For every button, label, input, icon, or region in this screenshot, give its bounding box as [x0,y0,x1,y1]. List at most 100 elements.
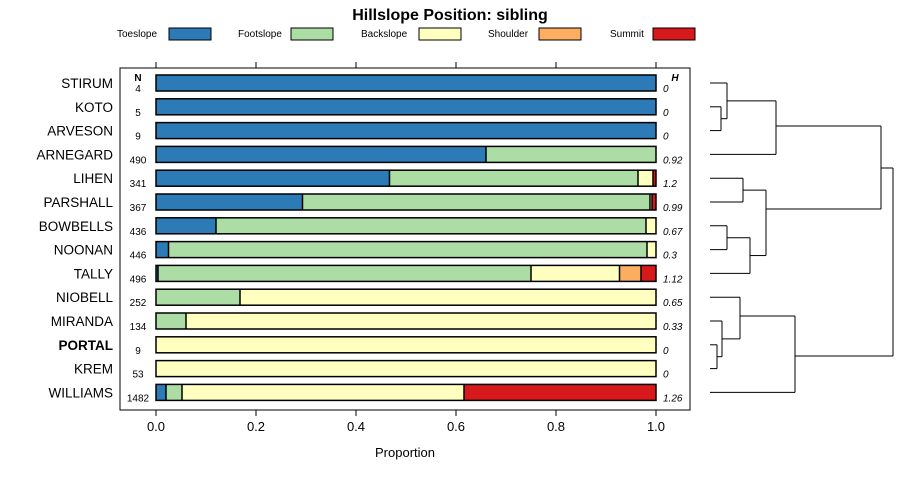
row-label-arveson: ARVESON [47,124,113,139]
row-h-koto: 0 [663,108,669,119]
bar-segment-koto-toeslope [156,98,656,115]
x-tick-label-2: 0.4 [347,419,365,434]
row-labels: STIRUM 4 0 KOTO 5 0 ARVESON 9 0 ARNEGARD 490 0.92 LI… [36,76,682,404]
bar-segment-tally-shoulder [619,265,641,282]
bar-outline-niobell [155,288,657,306]
bar-segment-noonan-footslope [168,241,647,258]
legend-label-footslope: Footslope [238,29,282,40]
bar-segment-stirum-toeslope [156,75,656,91]
bar-outline-tally [155,264,657,283]
row-h-krem: 0 [663,370,669,381]
bar-segment-tally-toeslope [156,265,158,282]
bar-segment-lihen-footslope [389,170,638,187]
h-column-header: H [671,73,679,84]
bar-outline-parshall [155,193,657,211]
row-h-stirum: 0 [663,84,669,95]
row-label-niobell: NIOBELL [56,290,114,305]
x-axis-label: Proportion [375,445,435,460]
row-h-noonan: 0.3 [663,251,677,262]
stacked-bars [155,74,657,402]
row-count-koto: 5 [135,108,141,119]
bar-outline-krem [155,359,657,378]
legend-label-toeslope: Toeslope [117,29,157,40]
bar-outline-arveson [155,121,657,140]
row-label-stirum: STIRUM [61,76,113,91]
top-axis-ticks [155,62,657,68]
bar-outline-stirum [155,74,657,92]
row-count-niobell: 252 [130,298,147,309]
legend-swatch-backslope [418,27,462,41]
bar-outline-lihen [155,169,657,187]
row-count-tally: 496 [130,274,147,285]
legend-swatch-summit [652,27,696,41]
count-column-header: N [134,73,141,84]
row-label-koto: KOTO [75,100,113,115]
legend-label-summit: Summit [610,29,644,40]
bar-segment-niobell-footslope [156,289,240,306]
legend-swatch-toeslope [168,27,212,41]
bar-segment-tally-summit [641,265,656,282]
row-count-noonan: 446 [130,251,147,262]
bar-outline-williams [155,383,657,402]
bar-outline-portal [155,336,657,354]
bar-outline-arnegard [155,145,657,164]
plot-panel [119,67,691,411]
row-label-arnegard: ARNEGARD [36,147,113,162]
row-label-portal: PORTAL [59,338,114,353]
bar-segment-arveson-toeslope [156,122,656,139]
row-h-tally: 1.12 [663,274,683,285]
row-label-miranda: MIRANDA [51,314,113,329]
legend-label-shoulder: Shoulder [488,29,529,40]
row-label-williams: WILLIAMS [48,385,113,400]
row-h-portal: 0 [663,346,669,357]
bar-segment-parshall-footslope [302,194,650,210]
bar-segment-niobell-backslope [240,289,656,306]
bar-segment-williams-backslope [182,384,464,401]
x-tick-label-4: 0.8 [547,419,565,434]
row-label-tally: TALLY [74,266,113,281]
row-h-niobell: 0.65 [663,298,683,309]
row-count-krem: 53 [132,370,144,381]
row-count-bowbells: 436 [130,227,147,238]
x-tick-label-1: 0.2 [247,419,265,434]
row-h-williams: 1.26 [663,393,683,404]
bar-segment-portal-backslope [156,336,656,353]
row-count-williams: 1482 [127,393,150,404]
bar-segment-parshall-summit [652,194,656,210]
bar-segment-williams-summit [464,384,656,401]
row-label-noonan: NOONAN [54,243,113,258]
bar-segment-noonan-backslope [647,241,656,258]
row-count-arnegard: 490 [130,155,147,166]
legend-swatch-footslope [290,27,334,41]
bar-segment-noonan-toeslope [156,241,169,258]
row-count-parshall: 367 [130,203,147,214]
row-label-lihen: LIHEN [73,171,113,186]
bar-segment-bowbells-footslope [216,217,646,234]
x-tick-label-0: 0.0 [147,419,165,434]
bar-segment-krem-backslope [156,360,656,377]
row-label-parshall: PARSHALL [43,195,113,210]
bar-segment-arnegard-footslope [486,146,656,163]
bar-segment-bowbells-backslope [646,217,656,234]
bar-segment-lihen-toeslope [156,170,390,187]
row-h-parshall: 0.99 [663,203,683,214]
legend-swatch-shoulder [538,27,582,41]
row-label-krem: KREM [74,362,113,377]
row-h-lihen: 1.2 [663,179,677,190]
bar-segment-lihen-summit [653,170,656,187]
bar-segment-miranda-footslope [156,313,186,329]
bar-outline-noonan [155,240,657,259]
bar-segment-parshall-backslope [650,194,652,210]
bar-segment-bowbells-toeslope [156,217,216,234]
bar-segment-williams-toeslope [156,384,166,401]
x-axis: 0.0 0.2 0.4 0.6 0.8 1.0 [147,410,665,434]
dendrogram [710,82,894,393]
bar-segment-arnegard-toeslope [156,146,486,163]
row-h-arveson: 0 [663,132,669,143]
x-tick-label-5: 1.0 [647,419,665,434]
bar-outline-koto [155,98,657,116]
row-count-miranda: 134 [130,322,147,333]
row-h-arnegard: 0.92 [663,155,683,166]
bar-segment-parshall-toeslope [156,194,303,210]
